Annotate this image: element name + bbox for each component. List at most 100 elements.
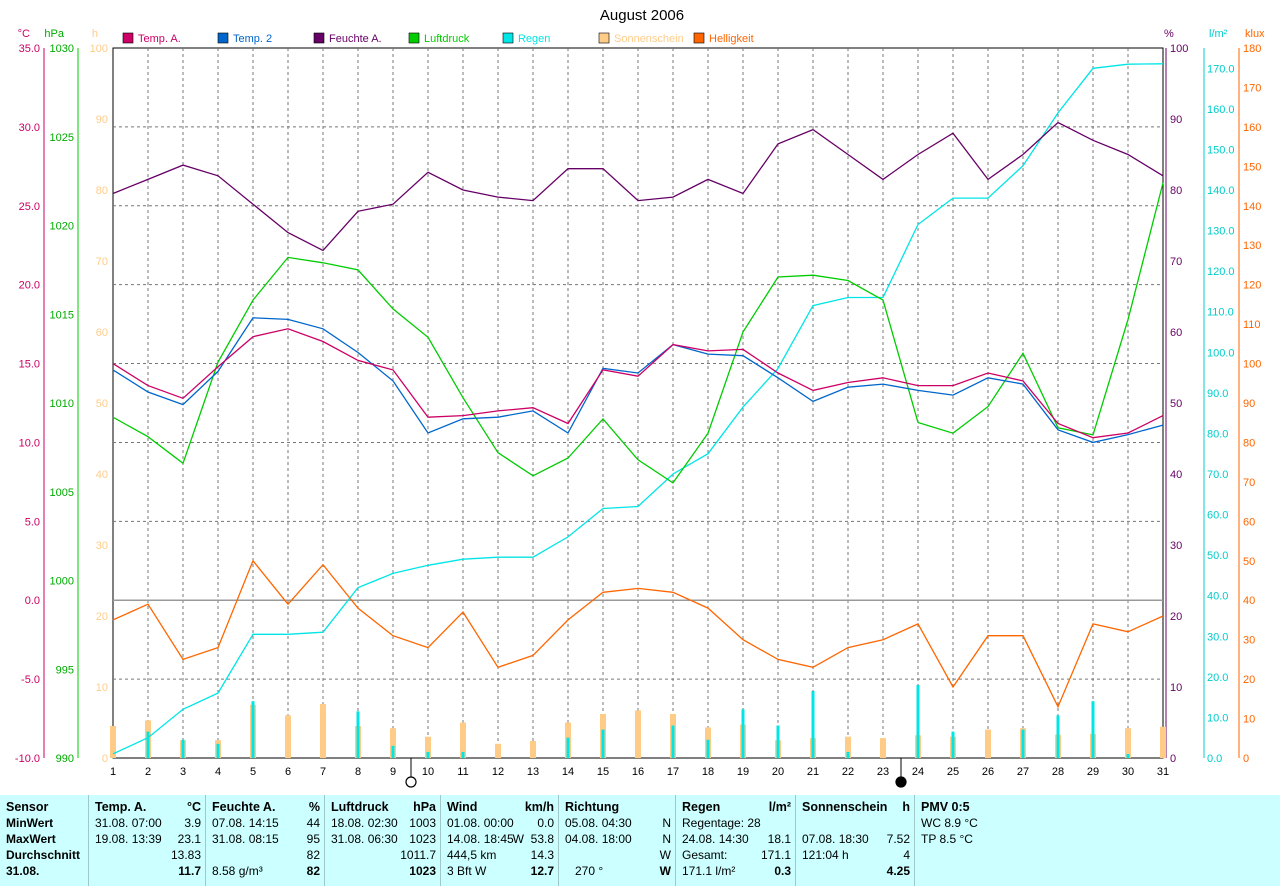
rain-daily-bar — [811, 691, 815, 758]
humidity-column: Feuchte A.% 07.08. 14:15 44 31.08. 08:15 9… — [206, 795, 325, 886]
x-tick-label: 1 — [110, 766, 116, 778]
temp-today: 11.7 — [178, 864, 201, 878]
rain-daily-bar — [181, 739, 185, 758]
x-tick-label: 28 — [1052, 766, 1064, 778]
temp-tick-label: -10.0 — [15, 753, 40, 765]
humidity-unit: % — [308, 800, 320, 814]
series-line-luftdruck — [112, 182, 1164, 484]
rain-tick-label: 170.0 — [1207, 63, 1235, 75]
direction-min-value: N — [662, 816, 671, 830]
rain-days: Regentage: 28 — [682, 816, 761, 830]
legend-swatch — [122, 32, 134, 44]
pressure-min-date: 18.08. 02:30 — [331, 816, 398, 830]
rain-daily-bar — [1021, 729, 1025, 758]
rain-unit: l/m² — [768, 800, 791, 814]
pmv-title: PMV 0:5 — [921, 800, 970, 814]
lux-tick-label: 100 — [1243, 359, 1261, 371]
rain-tick-label: 120.0 — [1207, 266, 1235, 278]
pmv-dewpoint: TP 8.5 °C — [921, 832, 973, 846]
humidity-max-value: 95 — [306, 832, 320, 846]
x-tick-label: 3 — [180, 766, 186, 778]
pressure-average: 1011.7 — [400, 848, 436, 862]
legend-label: Helligkeit — [709, 33, 754, 45]
rain-total: 171.1 — [760, 848, 791, 862]
sunshine-bar — [425, 736, 431, 758]
x-tick-label: 27 — [1017, 766, 1029, 778]
direction-column: Richtung 05.08. 04:30 N 04.08. 18:00 N W 2… — [559, 795, 676, 886]
pressure-title: Luftdruck — [331, 800, 389, 814]
press-axis-unit: hPa — [44, 28, 64, 40]
rain-tick-label: 80.0 — [1207, 428, 1228, 440]
rain-daily-bar — [671, 725, 675, 758]
wind-today: 12.7 — [530, 864, 554, 878]
sunshine-today: 4.25 — [886, 864, 910, 878]
x-tick-label: 31 — [1157, 766, 1169, 778]
temp-tick-label: 35.0 — [19, 43, 40, 55]
hum-tick-label: 100 — [1170, 43, 1188, 55]
sun-tick-label: 80 — [96, 185, 108, 197]
wind-max-direction: W — [512, 832, 524, 846]
x-axis: 1 2 3 4 5 6 7 8 9 10 11 12 13 14 15 16 17 18 19 20 21 22 23 24 2… — [110, 758, 1169, 788]
rain-max-value: 18.1 — [767, 832, 791, 846]
sunshine-bar — [985, 729, 991, 758]
rain-total-label: Gesamt: — [682, 848, 728, 862]
rain-daily-bar — [916, 684, 920, 758]
direction-max-value: N — [662, 832, 671, 846]
sensor-header: Sensor — [6, 800, 49, 814]
full-moon-icon — [895, 776, 907, 788]
sunshine-unit: h — [902, 800, 910, 814]
temp-tick-label: -5.0 — [21, 674, 40, 686]
rain-title: Regen — [682, 800, 721, 814]
sunshine-max-date: 07.08. 18:30 — [802, 832, 869, 846]
row-label-today: 31.08. — [6, 864, 40, 878]
legend-label: Sonnenschein — [614, 33, 684, 45]
lux-tick-label: 90 — [1243, 398, 1255, 410]
wind-min-value: 0.0 — [537, 816, 554, 830]
humidity-absolute: 8.58 g/m³ — [212, 864, 263, 878]
hum-tick-label: 30 — [1170, 540, 1182, 552]
rain-tick-label: 30.0 — [1207, 631, 1228, 643]
sun-tick-label: 30 — [96, 540, 108, 552]
hum-tick-label: 60 — [1170, 327, 1182, 339]
rain-daily-bar — [846, 751, 850, 758]
x-tick-label: 19 — [737, 766, 749, 778]
x-tick-label: 8 — [355, 766, 361, 778]
press-tick-label: 990 — [56, 753, 74, 765]
x-tick-label: 10 — [422, 766, 434, 778]
hum-tick-label: 50 — [1170, 398, 1182, 410]
chart-title: August 2006 — [600, 7, 684, 24]
x-tick-label: 15 — [597, 766, 609, 778]
x-tick-label: 23 — [877, 766, 889, 778]
x-tick-label: 30 — [1122, 766, 1134, 778]
legend-label: Regen — [518, 33, 550, 45]
press-tick-label: 1015 — [50, 309, 74, 321]
sunshine-max-value: 7.52 — [886, 832, 910, 846]
temp-unit: °C — [186, 800, 201, 814]
x-tick-label: 4 — [215, 766, 221, 778]
row-label-avg: Durchschnitt — [6, 848, 81, 862]
sun-tick-label: 70 — [96, 256, 108, 268]
temp-tick-label: 30.0 — [19, 122, 40, 134]
rain-tick-label: 90.0 — [1207, 388, 1228, 400]
x-tick-label: 17 — [667, 766, 679, 778]
rain-daily-bar — [251, 701, 255, 758]
rain-daily-bar — [1126, 753, 1130, 758]
sun-tick-label: 50 — [96, 398, 108, 410]
pressure-max-date: 31.08. 06:30 — [331, 832, 398, 846]
rain-tick-label: 50.0 — [1207, 550, 1228, 562]
series-line-temp-2 — [112, 317, 1164, 444]
press-tick-label: 1025 — [50, 132, 74, 144]
hum-axis-unit: % — [1164, 28, 1174, 40]
x-tick-label: 16 — [632, 766, 644, 778]
lux-tick-label: 180 — [1243, 43, 1261, 55]
weather-chart: August 2006 Temp. A. Temp. 2 Feuchte A. Luf… — [15, 7, 1265, 788]
hum-tick-label: 20 — [1170, 611, 1182, 623]
sunshine-title: Sonnenschein — [802, 800, 888, 814]
wind-max-date: 14.08. 18:45 — [447, 832, 514, 846]
wind-max-value: 53.8 — [530, 832, 554, 846]
direction-average: W — [659, 848, 671, 862]
x-tick-label: 22 — [842, 766, 854, 778]
lux-tick-label: 120 — [1243, 280, 1261, 292]
pressure-max-value: 1023 — [409, 832, 436, 846]
legend-swatch — [217, 32, 229, 44]
